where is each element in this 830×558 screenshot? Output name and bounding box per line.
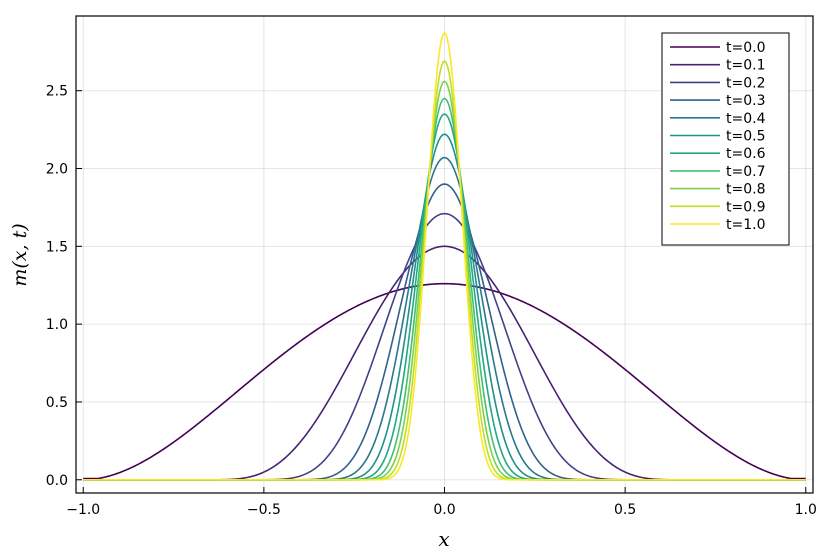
x-tick-label: 0.0: [433, 502, 455, 518]
y-tick-label: 0.0: [46, 473, 68, 489]
y-axis-label: m(x, t): [9, 223, 31, 286]
legend: t=0.0 t=0.1t=0.2 t=0.3 t=0.4 t=0.5t=0.6 t=0.7…: [661, 32, 790, 246]
legend-label: t=0.3: [726, 93, 765, 109]
x-tick-label: −1.0: [66, 502, 100, 518]
legend-label: t=0.2: [726, 75, 765, 91]
x-ticks: −1.0 −0.5 0.0 0.5 1.0: [66, 487, 817, 518]
x-tick-label: 0.5: [614, 502, 636, 518]
legend-label: t=0.1: [726, 58, 765, 74]
legend-label: t=0.9: [726, 199, 765, 215]
y-tick-label: 0.5: [46, 395, 68, 411]
legend-label: t=0.6: [726, 146, 766, 162]
series-line-t=1.0: [83, 32, 806, 481]
legend-label: t=0.5: [726, 129, 765, 145]
y-ticks: 0.0 0.5 1.0 1.5 2.0 2.5: [46, 84, 82, 489]
y-tick-label: 2.0: [46, 162, 68, 178]
y-tick-label: 2.5: [46, 84, 68, 100]
y-tick-label: 1.0: [46, 317, 68, 333]
legend-label: t=0.8: [726, 182, 765, 198]
legend-label: t=1.0: [726, 217, 765, 233]
x-tick-label: 1.0: [795, 502, 817, 518]
x-tick-label: −0.5: [247, 502, 281, 518]
y-tick-label: 1.5: [46, 239, 68, 255]
legend-label: t=0.0: [726, 40, 765, 56]
x-axis-label: x: [438, 527, 449, 551]
series-line-t=0.0: [83, 282, 806, 480]
legend-label: t=0.7: [726, 164, 765, 180]
legend-label: t=0.4: [726, 111, 766, 127]
series-lines: [83, 32, 806, 481]
legend-box: [661, 32, 790, 246]
